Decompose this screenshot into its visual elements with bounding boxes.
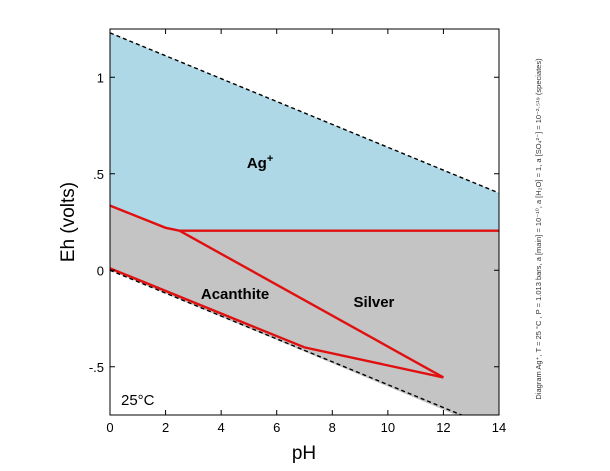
y-tick-label: 0 <box>97 263 104 278</box>
x-tick-label: 8 <box>329 420 336 435</box>
y-tick-label: .5 <box>93 167 104 182</box>
y-tick-label: -.5 <box>89 360 104 375</box>
x-tick-label: 14 <box>492 420 506 435</box>
water-stability-limits <box>110 32 499 415</box>
x-tick-label: 6 <box>273 420 280 435</box>
plot-frame <box>109 28 500 416</box>
region-label-silver: Silver <box>354 294 395 311</box>
stability-regions <box>110 32 499 415</box>
phase-boundary-1 <box>178 229 444 379</box>
region-fill-ag <box>110 32 499 231</box>
region-fill-silver <box>110 205 499 415</box>
water-limit-lower <box>110 269 464 415</box>
region-labels: Ag+ Silver Acanthite <box>201 153 395 311</box>
phase-boundary-0 <box>110 204 499 232</box>
x-tick-label: 4 <box>218 420 225 435</box>
diagram-conditions-note: Diagram Ag⁺, T = 25 °C , P = 1.013 bars,… <box>534 58 543 400</box>
y-axis-title: Eh (volts) <box>58 182 79 262</box>
region-label-ag: Ag+ <box>247 153 273 172</box>
x-tick-label: 12 <box>436 420 450 435</box>
x-tick-label: 0 <box>106 420 113 435</box>
temperature-label: 25°C <box>121 392 155 409</box>
axis-ticks: 0 2 4 6 8 10 12 14 -.5 0 .5 1 <box>89 29 506 435</box>
water-limit-upper <box>110 32 499 194</box>
x-tick-label: 2 <box>162 420 169 435</box>
phase-boundaries <box>110 204 499 379</box>
x-tick-label: 10 <box>381 420 395 435</box>
x-axis-title: pH <box>292 443 316 464</box>
phase-boundary-2 <box>110 267 444 379</box>
y-tick-label: 1 <box>97 70 104 85</box>
region-label-acanthite: Acanthite <box>201 286 269 303</box>
